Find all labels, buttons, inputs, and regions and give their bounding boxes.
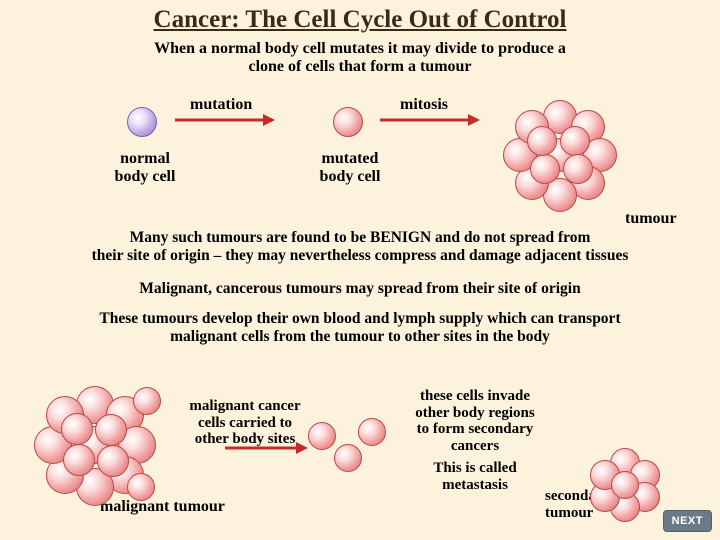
benign-paragraph: Many such tumours are found to be BENIGN… xyxy=(0,229,720,265)
mutated-cell-icon xyxy=(334,444,362,472)
mutated-cell-icon xyxy=(560,126,590,156)
mutated-cell-icon xyxy=(97,445,129,477)
mutated-cell-icon xyxy=(63,444,95,476)
normal-cell-icon xyxy=(127,107,157,137)
blood-paragraph: These tumours develop their own blood an… xyxy=(0,310,720,346)
mutated-cell-icon xyxy=(530,154,560,184)
mutated-cell-icon xyxy=(333,107,363,137)
arrow-icon xyxy=(169,110,289,130)
page-title: Cancer: The Cell Cycle Out of Control xyxy=(0,0,720,34)
mutated-cell-icon xyxy=(358,418,386,446)
mutated-cell-icon xyxy=(611,471,639,499)
mutated-cell-label: mutated body cell xyxy=(290,150,410,185)
mutated-cell-icon xyxy=(61,413,93,445)
mutated-cell-icon xyxy=(563,154,593,184)
cells-invade-label: these cells invade other body regions to… xyxy=(395,388,555,454)
tumour-label: tumour xyxy=(625,210,677,228)
mutated-cell-icon xyxy=(527,126,557,156)
subtitle: When a normal body cell mutates it may d… xyxy=(0,40,720,77)
malignant-tumour-label: malignant tumour xyxy=(100,498,225,516)
arrow-icon xyxy=(219,438,322,458)
next-button[interactable]: NEXT xyxy=(663,510,712,532)
metastasis-label: This is called metastasis xyxy=(410,460,540,493)
mutated-cell-icon xyxy=(127,473,155,501)
mutated-cell-icon xyxy=(133,387,161,415)
mutated-cell-icon xyxy=(95,414,127,446)
arrow-icon xyxy=(374,110,494,130)
malignant-paragraph: Malignant, cancerous tumours may spread … xyxy=(0,280,720,298)
normal-cell-label: normal body cell xyxy=(85,150,205,185)
